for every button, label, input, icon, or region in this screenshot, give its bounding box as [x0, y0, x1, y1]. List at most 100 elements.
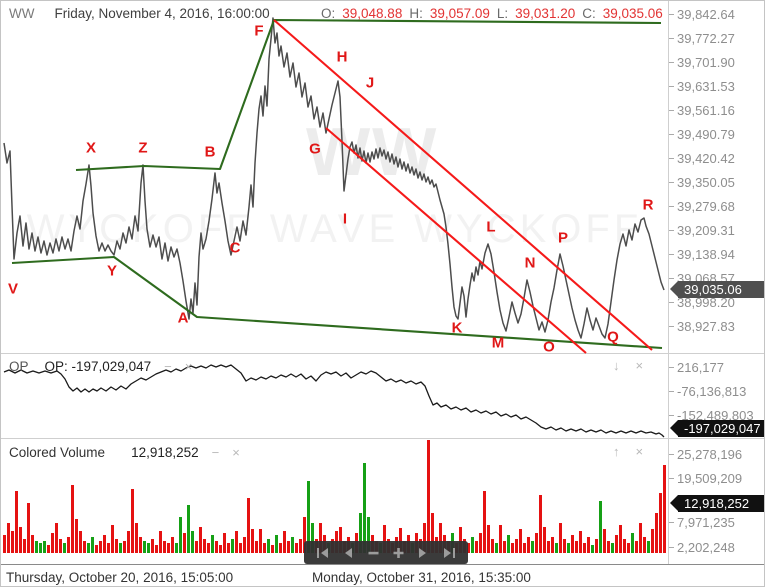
volume-axis-tick-mark [669, 478, 674, 479]
wave-label-N: N [524, 254, 536, 272]
volume-bar [275, 535, 278, 553]
volume-bar [523, 543, 526, 553]
wave-label-B: B [204, 143, 216, 161]
volume-bar [487, 525, 490, 553]
volume-bar [547, 541, 550, 553]
nav-zoom-out-button[interactable] [367, 547, 380, 559]
volume-bar [35, 541, 38, 553]
volume-bar [219, 545, 222, 553]
high-label: H: [409, 6, 423, 21]
volume-panel-controls: ↑ × [613, 444, 643, 459]
wave-label-J: J [365, 74, 375, 92]
wave-label-P: P [557, 229, 569, 247]
volume-bar [55, 523, 58, 553]
price-axis-tick-mark [669, 110, 674, 111]
volume-bar [491, 539, 494, 553]
time-axis [1, 564, 764, 586]
volume-remove-icon[interactable]: × [635, 444, 644, 459]
volume-bar [187, 505, 190, 553]
red-channel-line-2 [273, 19, 653, 351]
volume-bar [639, 523, 642, 553]
op-line [3, 364, 665, 438]
volume-panel-header: Colored Volume 12,918,252 − × [9, 445, 240, 460]
volume-bar [83, 541, 86, 553]
volume-bar [611, 543, 614, 553]
volume-bar [179, 517, 182, 553]
price-axis-tick-label: 39,701.90 [677, 55, 735, 70]
nav-step-forward-button[interactable] [417, 547, 429, 559]
nav-zoom-in-button[interactable] [392, 547, 405, 559]
volume-bar [159, 531, 162, 553]
price-axis-separator [668, 1, 669, 564]
price-line [3, 17, 665, 339]
price-axis-tick-mark [669, 134, 674, 135]
nav-step-back-button[interactable] [342, 547, 354, 559]
volume-bar [151, 539, 154, 553]
op-panel-header: OP OP: -197,029,047 − × [9, 359, 192, 374]
volume-bar [439, 523, 442, 553]
price-axis-tick-mark [669, 86, 674, 87]
volume-bar [503, 541, 506, 553]
volume-bar [383, 525, 386, 553]
volume-current-value: 12,918,252 [131, 445, 199, 460]
volume-bar [231, 539, 234, 553]
volume-bar [15, 491, 18, 553]
price-axis-tick-label: 39,420.42 [677, 151, 735, 166]
volume-bar [599, 501, 602, 553]
nav-skip-first-button[interactable] [316, 547, 330, 559]
volume-bar [551, 537, 554, 553]
op-move-down-icon[interactable]: ↓ [613, 358, 620, 373]
op-minimize-icon[interactable]: − [164, 359, 172, 374]
volume-bar [567, 543, 570, 553]
op-axis-tick-mark [669, 391, 674, 392]
volume-bar [607, 541, 610, 553]
volume-bar [535, 533, 538, 553]
op-axis-tick-label: -152,489,803 [677, 408, 754, 423]
volume-bar [123, 541, 126, 553]
volume-bar [3, 535, 6, 553]
price-axis-tick-label: 38,998.20 [677, 295, 735, 310]
nav-skip-last-button[interactable] [442, 547, 456, 559]
volume-bar [307, 481, 310, 553]
op-close-icon[interactable]: × [184, 359, 193, 374]
op-axis-tick-label: -76,136,813 [677, 384, 747, 399]
op-remove-icon[interactable]: × [635, 358, 644, 373]
volume-bar [579, 531, 582, 553]
price-axis-tick-label: 39,350.05 [677, 175, 735, 190]
last-price-badge: 39,035.06 [670, 281, 764, 298]
colored-volume-panel [1, 438, 764, 564]
volume-bar [483, 491, 486, 553]
volume-minimize-icon[interactable]: − [211, 445, 220, 460]
volume-bar [279, 543, 282, 553]
volume-bar [119, 543, 122, 553]
volume-bar [235, 531, 238, 553]
wave-label-Q: Q [607, 328, 619, 346]
volume-close-icon[interactable]: × [232, 445, 240, 460]
price-axis-tick-label: 39,279.68 [677, 199, 735, 214]
volume-bar [247, 498, 250, 553]
price-axis-tick-label: 39,209.31 [677, 223, 735, 238]
wave-label-R: R [642, 196, 654, 214]
volume-bar [95, 545, 98, 553]
volume-bar [659, 493, 662, 553]
price-axis-tick-label: 39,561.16 [677, 103, 735, 118]
volume-bar [643, 537, 646, 553]
volume-move-up-icon[interactable]: ↑ [613, 444, 620, 459]
volume-bar [59, 539, 62, 553]
price-axis-tick-mark [669, 38, 674, 39]
time-axis-right-label: Monday, October 31, 2016, 15:35:00 [312, 570, 531, 585]
volume-bar [479, 533, 482, 553]
volume-bar [635, 541, 638, 553]
volume-bar [31, 535, 34, 553]
volume-value-badge: 12,918,252 [670, 495, 764, 512]
wave-label-C: C [229, 239, 241, 257]
wave-label-O: O [543, 338, 555, 356]
volume-axis-tick-label: 19,509,209 [677, 471, 743, 486]
time-axis-left-label: Thursday, October 20, 2016, 15:05:00 [6, 570, 234, 585]
volume-bar [287, 541, 290, 553]
volume-axis-tick-label: 2,202,248 [677, 540, 735, 555]
chart-canvas[interactable] [1, 1, 668, 564]
volume-bar [39, 543, 42, 553]
bar-datetime-label: Friday, November 4, 2016, 16:00:00 [54, 6, 270, 21]
wave-label-Y: Y [106, 262, 118, 280]
